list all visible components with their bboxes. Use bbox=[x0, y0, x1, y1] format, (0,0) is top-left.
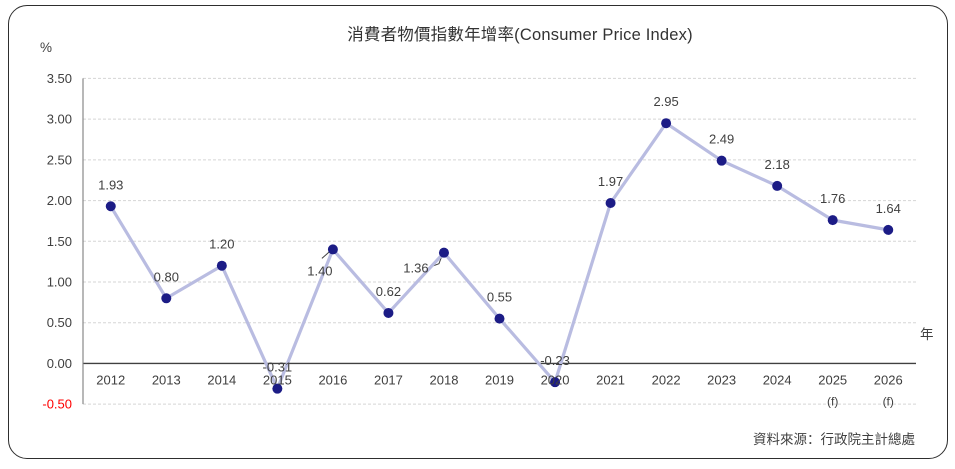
x-tick-label: 2018 bbox=[430, 373, 459, 388]
chart-card bbox=[8, 5, 948, 459]
data-point-marker bbox=[383, 307, 394, 318]
source-note: 資料來源：行政院主計總處 bbox=[753, 432, 915, 447]
x-axis-unit-label: 年 bbox=[920, 327, 934, 342]
data-point-label: 0.80 bbox=[154, 269, 179, 284]
data-point-label: 1.76 bbox=[820, 191, 845, 206]
data-point-marker bbox=[161, 293, 172, 304]
x-tick-label: 2023 bbox=[707, 373, 736, 388]
y-tick-label: 1.50 bbox=[47, 234, 72, 249]
y-tick-label: -0.50 bbox=[42, 397, 72, 412]
x-tick-forecast-label: (f) bbox=[883, 395, 894, 409]
x-tick-label: 2014 bbox=[207, 373, 236, 388]
data-point-label: 1.40 bbox=[307, 263, 332, 278]
data-point-label: 1.93 bbox=[98, 177, 123, 192]
x-tick-label: 2026 bbox=[874, 373, 903, 388]
y-axis-unit-label: % bbox=[40, 40, 53, 55]
x-tick-label: 2015 bbox=[263, 373, 292, 388]
data-point-marker bbox=[716, 155, 727, 166]
data-point-label: 0.62 bbox=[376, 284, 401, 299]
x-tick-label: 2013 bbox=[152, 373, 181, 388]
data-point-label: 2.49 bbox=[709, 132, 734, 147]
data-point-marker bbox=[883, 224, 894, 235]
data-point-marker bbox=[605, 198, 616, 209]
data-point-label: 1.97 bbox=[598, 174, 623, 189]
y-tick-label: 0.50 bbox=[47, 315, 72, 330]
x-tick-label: 2022 bbox=[652, 373, 681, 388]
data-point-marker bbox=[327, 244, 338, 255]
data-point-marker bbox=[438, 247, 449, 258]
x-tick-label: 2019 bbox=[485, 373, 514, 388]
x-tick-label: 2021 bbox=[596, 373, 625, 388]
data-point-label: -0.31 bbox=[263, 360, 293, 375]
x-tick-label: 2025 bbox=[818, 373, 847, 388]
data-point-marker bbox=[216, 260, 227, 271]
y-tick-label: 2.00 bbox=[47, 193, 72, 208]
data-point-marker bbox=[550, 377, 561, 388]
data-point-marker bbox=[661, 118, 672, 129]
y-tick-label: 3.50 bbox=[47, 71, 72, 86]
data-point-label: 1.64 bbox=[876, 201, 901, 216]
chart-title: 消費者物價指數年增率(Consumer Price Index) bbox=[347, 26, 693, 44]
data-point-marker bbox=[772, 180, 783, 191]
x-tick-label: 2024 bbox=[763, 373, 792, 388]
data-point-marker bbox=[827, 215, 838, 226]
data-point-label: 2.95 bbox=[653, 94, 678, 109]
x-tick-label: 2016 bbox=[318, 373, 347, 388]
x-tick-label: 2020 bbox=[541, 373, 570, 388]
y-tick-label: 2.50 bbox=[47, 152, 72, 167]
y-tick-label: 3.00 bbox=[47, 112, 72, 127]
data-point-label: -0.23 bbox=[540, 353, 570, 368]
data-point-label: 0.55 bbox=[487, 290, 512, 305]
y-tick-label: 1.00 bbox=[47, 275, 72, 290]
y-tick-label: 0.00 bbox=[47, 356, 72, 371]
data-point-label: 1.36 bbox=[403, 261, 428, 276]
data-point-marker bbox=[494, 313, 505, 324]
data-point-marker bbox=[272, 383, 283, 394]
x-tick-label: 2012 bbox=[96, 373, 125, 388]
x-tick-label: 2017 bbox=[374, 373, 403, 388]
x-tick-forecast-label: (f) bbox=[827, 395, 838, 409]
data-point-label: 2.18 bbox=[765, 157, 790, 172]
data-point-label: 1.20 bbox=[209, 237, 234, 252]
data-point-marker bbox=[105, 201, 116, 212]
